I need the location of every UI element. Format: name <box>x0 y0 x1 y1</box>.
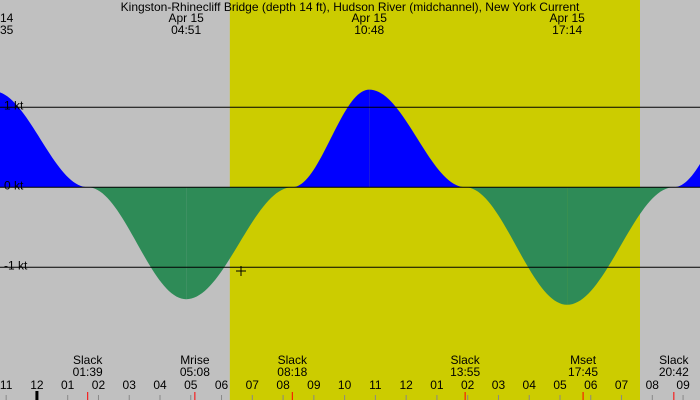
x-tick-label: 05 <box>553 378 567 392</box>
x-tick-label: 04 <box>153 378 167 392</box>
x-tick-label: 02 <box>92 378 106 392</box>
ebb-area <box>465 187 568 305</box>
cursor <box>236 266 246 276</box>
x-tick-label: 11 <box>369 378 382 392</box>
flood-area <box>673 164 700 188</box>
top-time: 35 <box>0 23 14 37</box>
flood-area <box>0 92 88 188</box>
x-tick-label: 07 <box>615 378 629 392</box>
event-name: Mrise <box>180 353 210 367</box>
y-tick-label: -1 kt <box>4 258 28 272</box>
y-tick-label: 0 kt <box>4 178 24 192</box>
event-time: 13:55 <box>450 365 480 379</box>
chart-title: Kingston-Rhinecliff Bridge (depth 14 ft)… <box>121 0 580 14</box>
ebb-area <box>87 187 187 300</box>
x-tick-label: 09 <box>307 378 321 392</box>
x-tick-label: 01 <box>61 378 75 392</box>
top-time: 10:48 <box>354 23 384 37</box>
x-tick-label: 09 <box>676 378 690 392</box>
event-time: 05:08 <box>180 365 210 379</box>
event-name: Slack <box>450 353 480 367</box>
x-tick-label: 08 <box>646 378 660 392</box>
x-tick-label: 10 <box>338 378 352 392</box>
x-tick-label: 11 <box>0 378 13 392</box>
event-time: 08:18 <box>277 365 307 379</box>
top-time: 04:51 <box>171 23 201 37</box>
y-tick-label: 1 kt <box>4 98 24 112</box>
flood-area <box>369 89 466 188</box>
event-name: Mset <box>570 353 597 367</box>
x-tick-label: 05 <box>184 378 198 392</box>
x-tick-label: 02 <box>461 378 475 392</box>
x-tick-label: 12 <box>30 378 44 392</box>
x-tick-label: 07 <box>246 378 260 392</box>
top-date: Apr 15 <box>549 11 585 25</box>
event-name: Slack <box>73 353 103 367</box>
event-time: 17:45 <box>568 365 598 379</box>
x-tick-label: 01 <box>430 378 444 392</box>
x-tick-label: 12 <box>399 378 413 392</box>
flood-area <box>292 89 370 188</box>
x-tick-label: 06 <box>215 378 229 392</box>
event-time: 20:42 <box>659 365 689 379</box>
top-date: Apr 15 <box>168 11 204 25</box>
x-tick-label: 04 <box>523 378 537 392</box>
x-tick-label: 06 <box>584 378 598 392</box>
top-date: Apr 15 <box>352 11 388 25</box>
ebb-area <box>186 187 293 300</box>
event-name: Slack <box>278 353 308 367</box>
x-tick-label: 03 <box>492 378 506 392</box>
top-time: 17:14 <box>552 23 582 37</box>
x-tick-label: 08 <box>276 378 290 392</box>
event-name: Slack <box>659 353 689 367</box>
event-time: 01:39 <box>73 365 103 379</box>
x-tick-label: 03 <box>123 378 137 392</box>
ebb-area <box>567 187 674 305</box>
top-date: 14 <box>0 11 14 25</box>
